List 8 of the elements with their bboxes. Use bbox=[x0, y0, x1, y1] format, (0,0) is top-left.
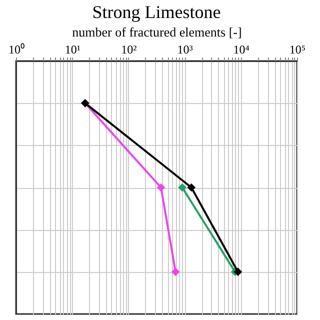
x-tick-label: 10⁰ bbox=[8, 42, 24, 56]
x-tick-label: 10¹ bbox=[64, 42, 81, 56]
x-tick-label: 10³ bbox=[177, 42, 194, 56]
x-tick-label: 10⁴ bbox=[233, 42, 250, 56]
x-tick-label: 10² bbox=[121, 42, 138, 56]
chart-title: Strong Limestone bbox=[92, 2, 221, 22]
x-axis-title: number of fractured elements [-] bbox=[72, 24, 242, 40]
x-tick-label: 10⁵ bbox=[289, 42, 306, 56]
